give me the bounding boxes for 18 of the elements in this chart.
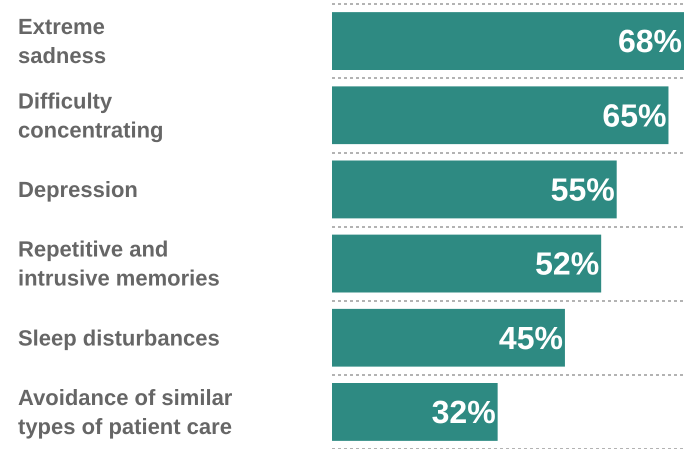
data-label: 45%: [498, 320, 563, 356]
data-label: 52%: [535, 246, 600, 282]
y-tick-label: Difficulty concentrating: [18, 88, 164, 142]
data-label: 68%: [618, 23, 682, 60]
y-tick-label: Sleep disturbances: [18, 325, 220, 350]
y-tick-label: Depression: [18, 176, 138, 202]
data-label: 32%: [432, 394, 496, 430]
y-tick-label: Repetitive and intrusive memories: [18, 236, 220, 291]
bar: [332, 12, 684, 70]
y-tick-label: Extreme sadness: [18, 14, 106, 68]
bar: [332, 234, 602, 293]
bar: [332, 86, 668, 144]
bar: [332, 160, 617, 218]
y-tick-label: Avoidance of similar types of patient care: [18, 384, 233, 439]
bar: [332, 308, 565, 367]
bar: [332, 382, 498, 441]
data-label: 55%: [550, 171, 615, 208]
data-label: 65%: [602, 97, 666, 134]
